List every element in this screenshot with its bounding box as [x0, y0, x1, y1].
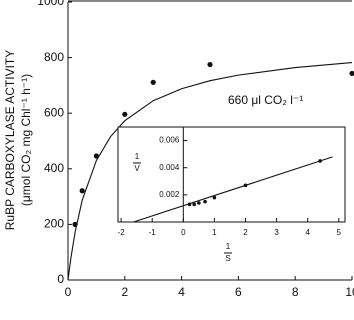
y-axis-label: RuBP CARBOXYLASE ACTIVITY [3, 50, 17, 231]
x-tick-label: 0 [181, 228, 186, 237]
y-tick-label: 0.006 [159, 136, 180, 145]
x-axis-label: 1 [226, 242, 231, 251]
y-axis-label: 1 [135, 152, 140, 161]
x-tick-label: 3 [274, 228, 279, 237]
fit-line [133, 156, 333, 223]
y-tick-label: 0 [57, 272, 64, 286]
data-point [79, 188, 85, 194]
x-tick-label: 4 [305, 228, 310, 237]
x-tick-label: 2 [121, 285, 128, 299]
annotation: 660 μl CO₂ l⁻¹ [228, 93, 303, 107]
data-point [122, 111, 128, 117]
x-tick-label: 5 [337, 228, 342, 237]
data-point [349, 70, 354, 77]
y-tick-label: 800 [44, 50, 64, 64]
x-tick-label: -2 [118, 228, 126, 237]
x-tick-label: 1 [212, 228, 217, 237]
data-point [212, 195, 217, 200]
y-tick-label: 0.004 [159, 163, 180, 172]
x-tick-label: 4 [178, 285, 185, 299]
x-axis-label: S [225, 254, 230, 263]
y-axis-label: (μmol CO₂ mg Chl⁻¹ h⁻¹) [19, 74, 33, 206]
data-point [192, 202, 196, 207]
data-point [197, 201, 201, 205]
data-point [150, 79, 156, 85]
x-tick-label: 0 [65, 285, 72, 299]
data-point [203, 199, 207, 204]
y-tick-label: 0.002 [159, 190, 180, 199]
x-tick-label: 8 [292, 285, 299, 299]
y-tick-label: 200 [44, 217, 64, 231]
y-axis-label: V [134, 164, 140, 173]
x-tick-label: 10 [345, 285, 354, 299]
data-point [207, 61, 213, 68]
y-tick-label: 600 [44, 105, 64, 119]
y-tick-label: 1000 [37, 0, 64, 8]
fit-line [67, 62, 353, 281]
x-tick-label: 2 [243, 228, 248, 237]
x-tick-label: 6 [235, 285, 242, 299]
y-tick-label: 400 [44, 161, 64, 175]
x-tick-label: -1 [149, 228, 157, 237]
inset-frame [117, 126, 346, 223]
